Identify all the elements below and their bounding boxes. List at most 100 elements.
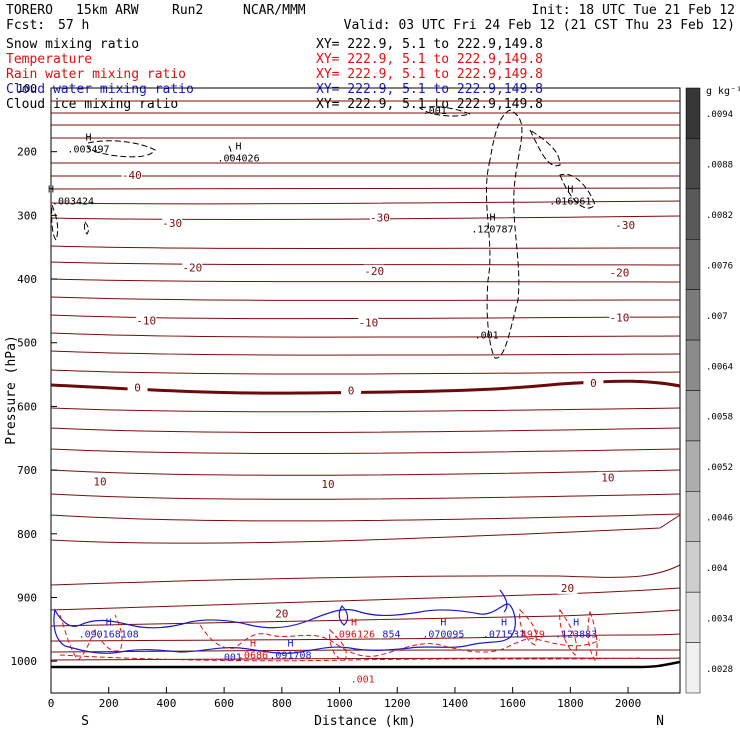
y-tick-label: 900	[17, 591, 37, 604]
colorbar-label: .0082	[706, 211, 733, 221]
x-tick-label: 1800	[557, 697, 584, 710]
isotherm	[50, 296, 681, 301]
x-tick-label: 2000	[615, 697, 642, 710]
colorbar-label: .0034	[706, 614, 733, 624]
y-axis-title: Pressure (hPa)	[4, 335, 19, 445]
temperature-label-bg	[127, 381, 148, 394]
max-value-label: .001	[218, 653, 242, 664]
y-tick-label: 100	[17, 82, 37, 95]
max-value-label: .0686	[238, 651, 268, 662]
colorbar-swatch	[685, 491, 701, 543]
max-marker: H	[440, 618, 446, 629]
plot-frame	[50, 87, 681, 694]
max-value-label: .016961	[549, 197, 591, 208]
max-value-label: .001	[475, 330, 499, 341]
temperature-label-bg	[557, 581, 578, 594]
cloud-ice-contour	[559, 173, 596, 209]
colorbar-label: .0094	[706, 110, 733, 120]
colorbar-swatch	[685, 289, 701, 341]
temperature-label-bg	[615, 218, 636, 231]
field-name-cloud-ice: Cloud ice mixing ratio	[6, 97, 178, 112]
y-tick-label: 700	[17, 464, 37, 477]
temperature-label: 20	[561, 582, 574, 595]
rain-water-contour	[329, 628, 347, 661]
temperature-label-bg	[162, 217, 183, 230]
zero-isotherm	[50, 379, 681, 395]
cloud-ice-contour	[51, 204, 59, 242]
temperature-label-bg	[609, 266, 630, 279]
rain-water-contour	[59, 614, 123, 661]
field-xy-rain: XY= 222.9, 5.1 to 222.9,149.8	[316, 67, 543, 82]
rain-water-contour	[587, 610, 598, 662]
temperature-label-bg	[597, 471, 618, 484]
max-value-label: .120787	[471, 225, 513, 236]
max-marker: H	[501, 618, 507, 629]
isotherm	[50, 245, 681, 249]
fcst-hours: 57 h	[58, 18, 89, 33]
colorbar-swatch	[685, 390, 701, 442]
max-value-label: .096126	[333, 630, 375, 641]
colorbar-swatch	[685, 339, 701, 391]
cloud-ice-contours	[51, 106, 596, 359]
isotherm	[50, 261, 681, 266]
isotherm	[50, 278, 681, 283]
max-marker: H	[48, 185, 54, 196]
temperature-label-bg	[271, 607, 292, 620]
isotherm	[50, 564, 681, 586]
temperature-label-bg	[364, 264, 385, 277]
init-time: Init: 18 UTC Tue 21 Feb 12	[532, 3, 736, 18]
colorbar-label: .0088	[706, 161, 733, 171]
colorbar-swatch	[685, 642, 701, 694]
max-value-label: 4979	[521, 630, 545, 641]
colorbar-swatch	[685, 239, 701, 290]
x-tick-label: 400	[156, 697, 176, 710]
cloud-water-contour	[338, 605, 349, 626]
y-tick-label: 600	[17, 400, 37, 413]
colorbar-label: .0058	[706, 413, 733, 423]
temperature-label-bg	[369, 211, 390, 224]
y-axis: 100 200 300 400 500 600 700 800 900 1000	[11, 82, 57, 668]
field-name-temperature: Temperature	[6, 52, 92, 67]
x-axis: 0 200 400 600 800 1000 1200 1400 1600 1800 2000	[48, 687, 642, 710]
max-marker: H	[573, 618, 579, 629]
temperature-label-bg	[121, 169, 142, 182]
colorbar-swatch	[685, 87, 701, 139]
isotherm	[50, 514, 681, 544]
colorbar-label: .0076	[706, 261, 733, 271]
cloud-ice-contour	[528, 128, 561, 167]
temperature-label: 10	[93, 476, 106, 489]
temperature-label: -10	[609, 311, 629, 324]
max-value-label: .003497	[67, 144, 109, 155]
isotherm	[50, 332, 681, 338]
max-value-label: .090168108	[79, 630, 139, 641]
y-tick-label: 1000	[11, 655, 38, 668]
colorbar-swatch	[685, 591, 701, 643]
temperature-label-bg	[317, 478, 338, 491]
isotherm	[50, 587, 681, 611]
colorbar-label: .0028	[706, 665, 733, 675]
rain-water-contour	[59, 654, 641, 662]
field-legend: Snow mixing ratio XY= 222.9, 5.1 to 222.…	[6, 37, 543, 112]
colorbar-label: .0052	[706, 463, 733, 473]
x-tick-label: 1600	[499, 697, 526, 710]
colorbar-swatch	[685, 138, 701, 190]
isotherm	[50, 513, 681, 522]
fcst-label: Fcst:	[6, 18, 45, 33]
field-xy-temperature: XY= 222.9, 5.1 to 222.9,149.8	[316, 52, 543, 67]
x-end-label-north: N	[656, 714, 664, 729]
max-value-label: .070095	[422, 630, 464, 641]
rain-water-contour	[559, 608, 577, 656]
max-value-label: .004026	[217, 153, 259, 164]
colorbar-label: .007	[706, 312, 728, 322]
temperature-label: -10	[358, 316, 378, 329]
isotherm	[50, 350, 681, 356]
max-marker: H	[85, 132, 91, 143]
isotherm	[50, 609, 681, 627]
y-tick-label: 400	[17, 273, 37, 286]
temperature-label: -30	[615, 219, 635, 232]
cloud-ice-contour	[485, 109, 523, 359]
y-tick-label: 300	[17, 209, 37, 222]
temperature-label: 10	[601, 472, 614, 485]
max-value-label: .001	[423, 106, 447, 117]
